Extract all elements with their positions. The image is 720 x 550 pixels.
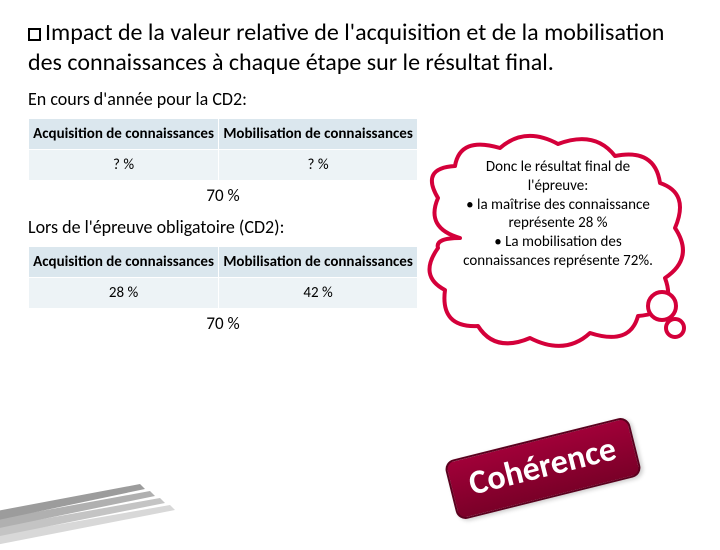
bullet-square-icon <box>28 28 41 41</box>
subhead-1: En cours d'année pour la CD2: <box>28 88 418 110</box>
title-rest: de la valeur relative de l'acquisition e… <box>28 18 664 77</box>
t1-col2-val: ? % <box>219 150 418 181</box>
t1-col1-header: Acquisition de connaissances <box>29 119 219 150</box>
t2-col2-val: 42 % <box>219 278 418 309</box>
seventy-2: 70 % <box>28 313 418 334</box>
t2-col1-val: 28 % <box>29 278 219 309</box>
coherence-badge: Cohérence <box>443 416 642 521</box>
t2-col2-header: Mobilisation de connaissances <box>219 247 418 278</box>
cloud-line2: • la maîtrise des connaissance représent… <box>466 196 650 233</box>
cloud-line1: Donc le résultat final de l'épreuve: <box>486 158 630 195</box>
badge-label: Cohérence <box>465 429 621 505</box>
cloud-line3: • La mobilisation des connaissances repr… <box>463 233 653 270</box>
t1-col2-header: Mobilisation de connaissances <box>219 119 418 150</box>
seventy-1: 70 % <box>28 185 418 206</box>
t1-col1-val: ? % <box>29 150 219 181</box>
table-1: Acquisition de connaissances Mobilisatio… <box>28 118 418 181</box>
thought-cloud: Donc le résultat final de l'épreuve: • l… <box>420 128 690 368</box>
subhead-2: Lors de l'épreuve obligatoire (CD2): <box>28 216 418 238</box>
table-2: Acquisition de connaissances Mobilisatio… <box>28 246 418 309</box>
t2-col1-header: Acquisition de connaissances <box>29 247 219 278</box>
slide-title: Impact de la valeur relative de l'acquis… <box>28 18 692 78</box>
cloud-text: Donc le résultat final de l'épreuve: • l… <box>458 158 658 271</box>
title-lead: Impact <box>45 18 113 47</box>
